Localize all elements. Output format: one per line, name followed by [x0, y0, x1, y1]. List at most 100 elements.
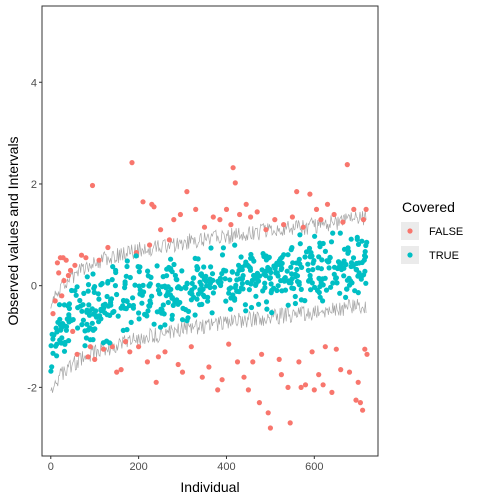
point-true — [108, 296, 115, 302]
point-true — [90, 337, 96, 343]
point-false — [243, 201, 249, 207]
point-false — [318, 217, 324, 223]
point-true — [205, 298, 211, 304]
point-true — [184, 318, 190, 324]
point-true — [248, 304, 255, 311]
x-tick-label: 200 — [129, 461, 147, 473]
point-false — [70, 328, 76, 334]
point-true — [227, 277, 233, 283]
point-true — [192, 255, 198, 261]
x-axis-title: Individual — [180, 479, 239, 495]
point-true — [297, 232, 303, 238]
legend-label-false: FALSE — [429, 226, 463, 238]
point-true — [165, 299, 171, 306]
point-true — [151, 321, 157, 327]
point-true — [328, 239, 335, 245]
point-false — [61, 278, 67, 284]
point-true — [84, 307, 90, 313]
point-true — [260, 288, 266, 294]
point-true — [275, 283, 281, 289]
point-true — [267, 275, 273, 281]
point-true — [158, 306, 164, 312]
point-true — [89, 306, 95, 312]
point-true — [75, 325, 81, 331]
point-true — [170, 302, 176, 308]
point-true — [207, 276, 213, 282]
point-true — [112, 283, 118, 289]
point-false — [210, 214, 216, 220]
point-true — [222, 276, 228, 282]
point-true — [61, 348, 68, 354]
point-false — [340, 219, 346, 225]
point-true — [361, 257, 367, 263]
y-tick-label: 2 — [31, 179, 37, 191]
point-true — [239, 276, 245, 282]
point-true — [104, 293, 110, 300]
point-true — [157, 291, 163, 297]
point-false — [329, 389, 335, 395]
point-true — [136, 310, 142, 316]
point-true — [247, 267, 254, 273]
point-true — [123, 306, 129, 312]
point-false — [324, 201, 331, 207]
point-true — [49, 364, 55, 370]
point-true — [139, 300, 145, 306]
point-false — [296, 359, 302, 365]
point-true — [238, 285, 244, 291]
point-false — [307, 191, 313, 197]
point-true — [319, 257, 325, 263]
point-false — [360, 407, 366, 413]
point-true — [160, 274, 166, 280]
point-false — [201, 224, 208, 230]
point-true — [262, 280, 268, 286]
point-false — [100, 346, 107, 352]
point-true — [54, 341, 60, 347]
point-true — [317, 244, 323, 250]
point-false — [294, 189, 300, 195]
point-true — [145, 308, 151, 314]
point-false — [179, 369, 186, 375]
point-true — [169, 312, 175, 318]
point-true — [190, 275, 196, 281]
point-true — [149, 293, 155, 299]
point-true — [288, 247, 294, 253]
point-true — [331, 264, 338, 270]
point-true — [60, 321, 66, 327]
point-true — [297, 241, 303, 247]
point-true — [73, 292, 79, 298]
point-true — [89, 320, 95, 326]
point-false — [67, 267, 74, 273]
point-false — [298, 384, 304, 390]
x-tick-label: 400 — [217, 461, 235, 473]
point-true — [109, 277, 115, 283]
point-true — [344, 286, 350, 292]
point-true — [66, 319, 72, 325]
point-true — [341, 273, 347, 279]
point-true — [354, 234, 360, 240]
point-false — [316, 372, 322, 378]
point-true — [208, 264, 214, 270]
point-true — [338, 266, 345, 273]
point-true — [155, 282, 161, 288]
legend: Covered FALSE TRUE — [401, 199, 463, 264]
point-true — [232, 285, 238, 291]
point-true — [259, 267, 265, 273]
point-true — [359, 238, 365, 244]
point-false — [166, 237, 172, 243]
point-true — [226, 290, 232, 296]
point-true — [306, 245, 313, 251]
point-true — [363, 242, 369, 249]
point-true — [323, 287, 330, 293]
point-true — [298, 297, 304, 303]
point-true — [255, 278, 262, 284]
point-true — [248, 251, 254, 258]
point-false — [83, 255, 89, 261]
y-axis: -2 0 2 4 — [27, 77, 42, 394]
point-true — [182, 284, 188, 290]
point-true — [337, 230, 343, 236]
point-true — [80, 302, 86, 308]
point-true — [154, 263, 160, 269]
y-axis-title: Observed values and Intervals — [5, 136, 21, 325]
point-true — [232, 242, 238, 248]
point-true — [212, 284, 218, 290]
